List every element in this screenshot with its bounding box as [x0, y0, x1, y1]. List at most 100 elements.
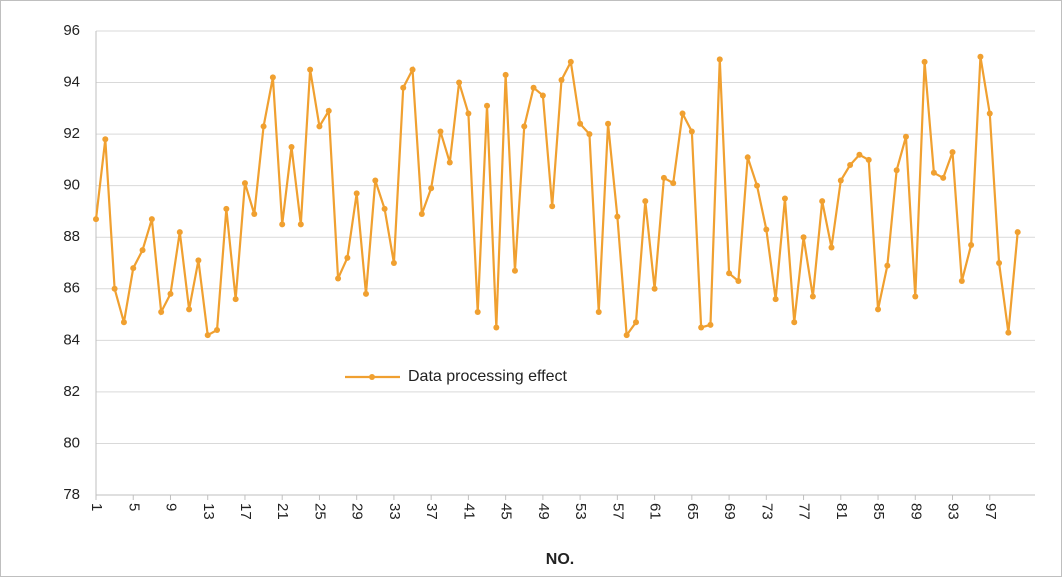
data-point	[186, 306, 193, 313]
x-tick-label: 53	[572, 503, 589, 520]
data-point	[120, 319, 127, 326]
legend-marker	[369, 374, 375, 380]
y-tick-label: 90	[63, 177, 80, 194]
x-tick-label: 17	[237, 503, 254, 520]
x-tick-label: 77	[796, 503, 813, 520]
data-point	[781, 195, 788, 202]
data-point	[521, 123, 528, 130]
data-point	[912, 293, 919, 300]
data-point	[418, 211, 425, 218]
y-tick-label: 96	[63, 22, 80, 39]
x-tick-label: 41	[460, 503, 477, 520]
data-point	[968, 241, 975, 248]
data-point	[558, 76, 565, 83]
data-point	[335, 275, 342, 282]
data-point	[819, 198, 826, 205]
x-tick-label: 1	[88, 503, 105, 511]
data-point	[539, 92, 546, 99]
data-point	[660, 174, 667, 181]
data-point	[1014, 229, 1021, 236]
data-point	[130, 265, 137, 272]
data-point	[735, 278, 742, 285]
x-tick-label: 69	[721, 503, 738, 520]
data-point	[754, 182, 761, 189]
data-point	[986, 110, 993, 117]
data-point	[921, 58, 928, 65]
data-point	[139, 247, 146, 254]
data-point	[260, 123, 267, 130]
data-point	[176, 229, 183, 236]
y-tick-label: 88	[63, 228, 80, 245]
data-point	[902, 133, 909, 140]
data-point	[949, 149, 956, 156]
data-line	[94, 56, 1019, 339]
data-point	[409, 66, 416, 73]
x-tick-label: 97	[982, 503, 999, 520]
data-point	[1005, 329, 1012, 336]
data-point	[595, 308, 602, 315]
data-point	[893, 167, 900, 174]
data-point	[232, 296, 239, 303]
data-point	[577, 120, 584, 127]
data-point	[307, 66, 314, 73]
data-point	[642, 198, 649, 205]
data-point	[930, 169, 937, 176]
data-point	[977, 53, 984, 60]
x-axis-label: NO.	[546, 551, 574, 568]
data-point	[297, 221, 304, 228]
data-point	[214, 327, 221, 334]
x-tick-label: 49	[535, 503, 552, 520]
data-point	[791, 319, 798, 326]
data-point	[996, 260, 1003, 266]
data-point	[111, 285, 118, 292]
x-tick-label: 5	[125, 503, 142, 511]
data-point	[875, 306, 882, 313]
data-point	[148, 216, 155, 223]
data-point	[772, 296, 779, 303]
x-tick-label: 33	[386, 503, 403, 520]
data-point	[800, 234, 807, 241]
data-point	[623, 332, 630, 339]
data-point	[614, 213, 621, 220]
data-point	[865, 156, 872, 163]
x-tick-label: 21	[274, 503, 291, 520]
data-point	[167, 290, 174, 297]
data-point	[484, 102, 491, 109]
data-point	[279, 221, 286, 228]
data-point	[437, 128, 444, 135]
data-point	[288, 144, 295, 150]
data-point	[763, 226, 770, 233]
data-point	[502, 71, 509, 78]
data-point	[549, 203, 556, 210]
x-tick-label: 57	[609, 503, 626, 520]
data-point	[958, 278, 965, 285]
x-tick-label: 81	[833, 503, 850, 520]
x-tick-label: 61	[647, 503, 664, 520]
x-tick-label: 25	[311, 503, 328, 520]
data-point	[241, 180, 248, 187]
data-point	[837, 177, 844, 184]
data-point	[605, 120, 612, 127]
data-point	[688, 128, 695, 135]
data-point	[632, 319, 639, 326]
data-point	[465, 110, 472, 117]
data-point	[651, 285, 658, 292]
data-point	[390, 260, 397, 266]
data-point	[847, 162, 854, 169]
data-point	[381, 205, 388, 212]
data-point	[940, 174, 947, 181]
data-point	[698, 324, 705, 331]
data-point	[93, 216, 99, 223]
data-point	[511, 267, 518, 274]
x-tick-label: 93	[945, 503, 962, 520]
x-tick-label: 9	[163, 503, 180, 511]
data-point	[372, 177, 379, 184]
data-point	[586, 131, 593, 138]
x-tick-label: 85	[870, 503, 887, 520]
data-point	[716, 56, 723, 63]
data-point	[400, 84, 407, 91]
data-point	[726, 270, 733, 277]
legend-label: Data processing effect	[408, 368, 567, 385]
data-point	[884, 262, 891, 269]
